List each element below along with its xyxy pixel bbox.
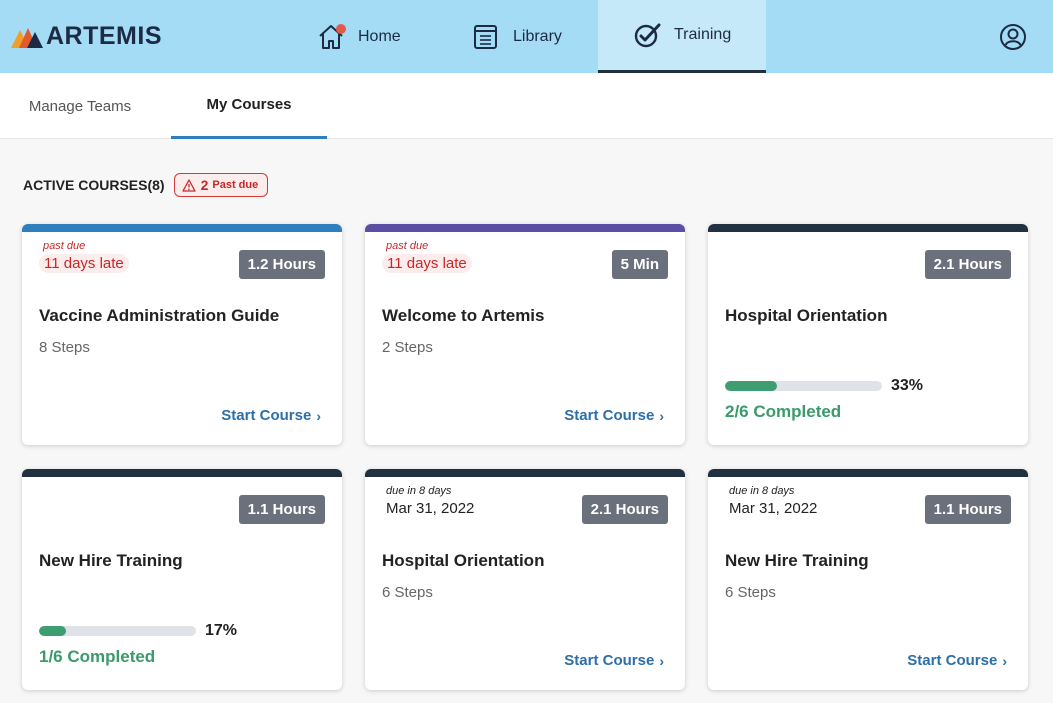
nav-training-label: Training [674, 26, 732, 43]
duration-badge: 2.1 Hours [924, 250, 1011, 279]
start-course-link[interactable]: Start Course › [564, 652, 664, 669]
checkmark-circle-icon [634, 23, 661, 48]
progress-track [39, 626, 196, 636]
nav-home-label: Home [358, 27, 401, 45]
card-color-bar [708, 469, 1028, 477]
progress-fill [725, 381, 777, 391]
artemis-logo[interactable]: ARTEMIS [11, 21, 162, 51]
start-course-label: Start Course [564, 407, 655, 424]
course-progress: 17% [39, 622, 237, 640]
chevron-right-icon: › [659, 407, 664, 424]
logo-mountain-icon [11, 28, 43, 48]
course-steps: 8 Steps [39, 339, 90, 356]
card-color-bar [365, 469, 685, 477]
due-detail: 11 days late [39, 254, 129, 273]
due-detail: 11 days late [382, 254, 472, 273]
course-card[interactable]: due in 8 days Mar 31, 2022 1.1 Hours New… [708, 469, 1028, 690]
duration-badge: 2.1 Hours [581, 495, 668, 524]
course-steps: 6 Steps [382, 584, 433, 601]
top-navigation-bar: ARTEMIS Home Library Training [0, 0, 1053, 73]
tab-manage-teams[interactable]: Manage Teams [28, 97, 132, 115]
library-book-icon [474, 24, 497, 49]
course-card[interactable]: 1.1 Hours New Hire Training 17% 1/6 Comp… [22, 469, 342, 690]
course-title: Hospital Orientation [382, 551, 545, 570]
due-status: due in 8 days [729, 485, 795, 497]
home-icon [319, 23, 346, 49]
section-title: ACTIVE COURSES(8) [23, 177, 165, 193]
completed-count: 1/6 Completed [39, 647, 156, 666]
course-steps: 6 Steps [725, 584, 776, 601]
due-status: due in 8 days [386, 485, 452, 497]
user-profile-icon[interactable] [999, 23, 1027, 51]
due-status: past due [386, 240, 429, 252]
due-status: past due [43, 240, 86, 252]
warning-triangle-icon [181, 178, 196, 192]
app-name: ARTEMIS [46, 21, 162, 50]
card-color-bar [365, 224, 685, 232]
card-color-bar [22, 224, 342, 232]
active-courses-header: ACTIVE COURSES(8) 2 Past due [23, 172, 269, 198]
chevron-right-icon: › [316, 407, 321, 424]
course-title: Hospital Orientation [725, 306, 888, 325]
course-card[interactable]: due in 8 days Mar 31, 2022 2.1 Hours Hos… [365, 469, 685, 690]
chevron-right-icon: › [659, 652, 664, 669]
course-steps: 2 Steps [382, 339, 433, 356]
chevron-right-icon: › [1002, 652, 1007, 669]
past-due-badge[interactable]: 2 Past due [173, 173, 269, 197]
duration-badge: 1.1 Hours [238, 495, 325, 524]
duration-badge: 1.1 Hours [924, 495, 1011, 524]
start-course-link[interactable]: Start Course › [221, 407, 321, 424]
past-due-label: Past due [212, 179, 259, 191]
start-course-link[interactable]: Start Course › [907, 652, 1007, 669]
nav-training[interactable]: Training [598, 0, 766, 73]
course-title: New Hire Training [39, 551, 183, 570]
due-date: Mar 31, 2022 [729, 500, 818, 517]
past-due-count: 2 [200, 177, 209, 193]
duration-badge: 5 Min [611, 250, 668, 279]
progress-percent: 17% [205, 622, 238, 639]
nav-home[interactable]: Home [316, 0, 401, 73]
course-title: New Hire Training [725, 551, 869, 570]
start-course-label: Start Course [907, 652, 998, 669]
start-course-label: Start Course [564, 652, 655, 669]
nav-library-label: Library [513, 27, 562, 45]
tab-my-courses[interactable]: My Courses [171, 73, 327, 139]
course-card[interactable]: past due 11 days late 1.2 Hours Vaccine … [22, 224, 342, 445]
completed-count: 2/6 Completed [725, 402, 842, 421]
start-course-link[interactable]: Start Course › [564, 407, 664, 424]
nav-library[interactable]: Library [471, 0, 562, 73]
duration-badge: 1.2 Hours [238, 250, 325, 279]
subtab-bar: Manage Teams My Courses [0, 73, 1053, 139]
progress-track [725, 381, 882, 391]
course-title: Welcome to Artemis [382, 306, 545, 325]
card-color-bar [708, 224, 1028, 232]
card-color-bar [22, 469, 342, 477]
start-course-label: Start Course [221, 407, 312, 424]
progress-fill [39, 626, 66, 636]
course-card[interactable]: 2.1 Hours Hospital Orientation 33% 2/6 C… [708, 224, 1028, 445]
due-date: Mar 31, 2022 [386, 500, 475, 517]
course-progress: 33% [725, 377, 923, 395]
progress-percent: 33% [891, 377, 924, 394]
course-card[interactable]: past due 11 days late 5 Min Welcome to A… [365, 224, 685, 445]
course-title: Vaccine Administration Guide [39, 306, 280, 325]
